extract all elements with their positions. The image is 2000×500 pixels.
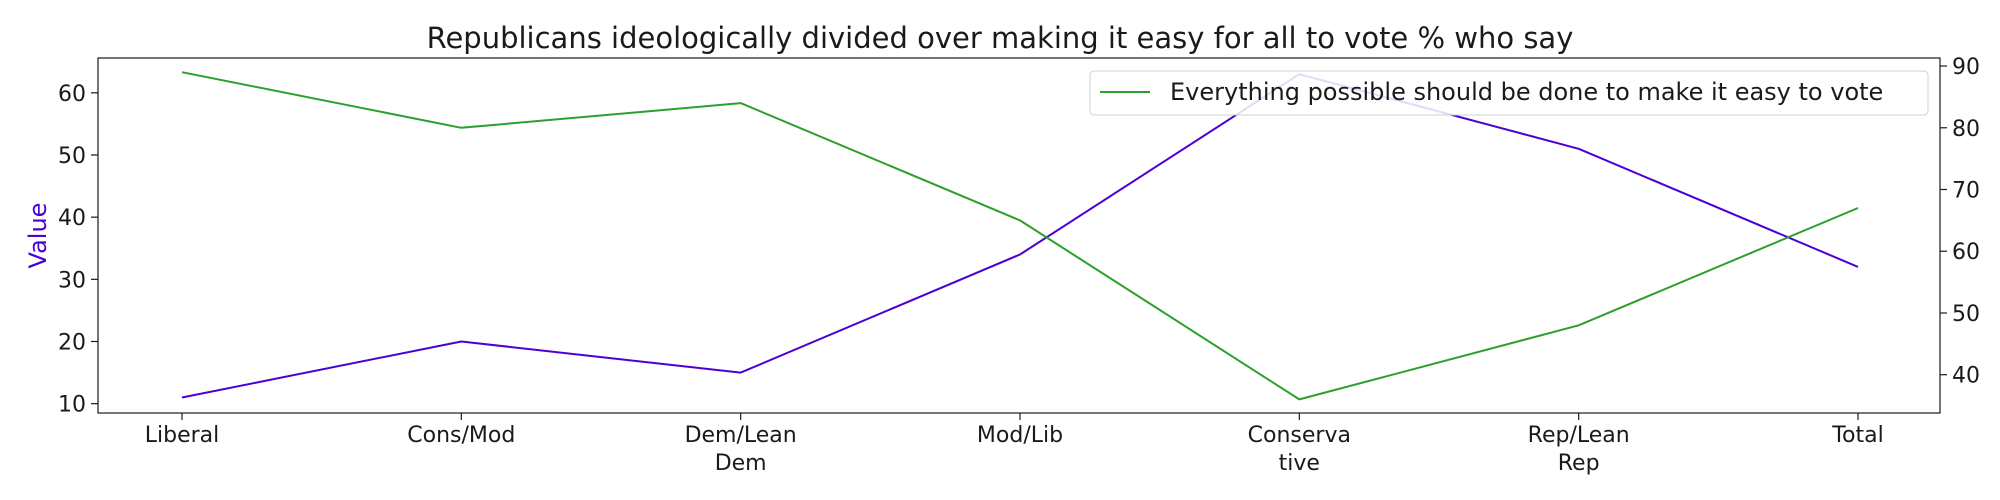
- x-tick-label: Liberal: [145, 423, 220, 448]
- left-y-axis: 10 20 30 40 50 60: [58, 82, 98, 418]
- x-tick-label: Mod/Lib: [977, 423, 1063, 448]
- left-y-tick-label: 40: [58, 206, 86, 231]
- right-y-tick-label: 40: [1952, 364, 1980, 389]
- left-y-tick-label: 30: [58, 268, 86, 293]
- left-y-tick-label: 20: [58, 331, 86, 356]
- x-tick-label: Dem/Lean Dem: [685, 423, 797, 476]
- legend-entry-series-2: Everything possible should be done to ma…: [1170, 78, 1883, 106]
- plot-area-border: [97, 57, 1941, 414]
- series-layer: [181, 71, 1859, 401]
- x-tick-label: Cons/Mod: [407, 423, 515, 448]
- left-y-tick-label: 50: [58, 144, 86, 169]
- x-axis: Liberal Cons/Mod Dem/Lean Dem Mod/Lib Conserv…: [145, 413, 1884, 476]
- x-tick-label: Conserva tive: [1248, 423, 1351, 476]
- legend-box: [1089, 70, 1929, 116]
- left-y-axis-label: Value: [24, 203, 52, 269]
- plot-frame: [97, 57, 1941, 414]
- right-y-tick-label: 90: [1952, 55, 1980, 80]
- right-y-tick-label: 70: [1952, 179, 1980, 204]
- series-2-line: [181, 71, 1859, 401]
- right-y-axis: 40 50 60 70 80 90: [1940, 55, 1980, 389]
- left-y-tick-label: 60: [58, 82, 86, 107]
- right-y-tick-label: 60: [1952, 240, 1980, 265]
- right-y-tick-label: 80: [1952, 117, 1980, 142]
- x-tick-label: Total: [1831, 423, 1883, 448]
- x-tick-label: Rep/Lean Rep: [1528, 423, 1630, 476]
- right-y-tick-label: 50: [1952, 302, 1980, 327]
- legend: Everything possible should be done to ma…: [1089, 70, 1929, 116]
- series-1-line: [181, 73, 1859, 399]
- chart-title: Republicans ideologically divided over m…: [427, 21, 1574, 55]
- left-y-tick-label: 10: [58, 393, 86, 418]
